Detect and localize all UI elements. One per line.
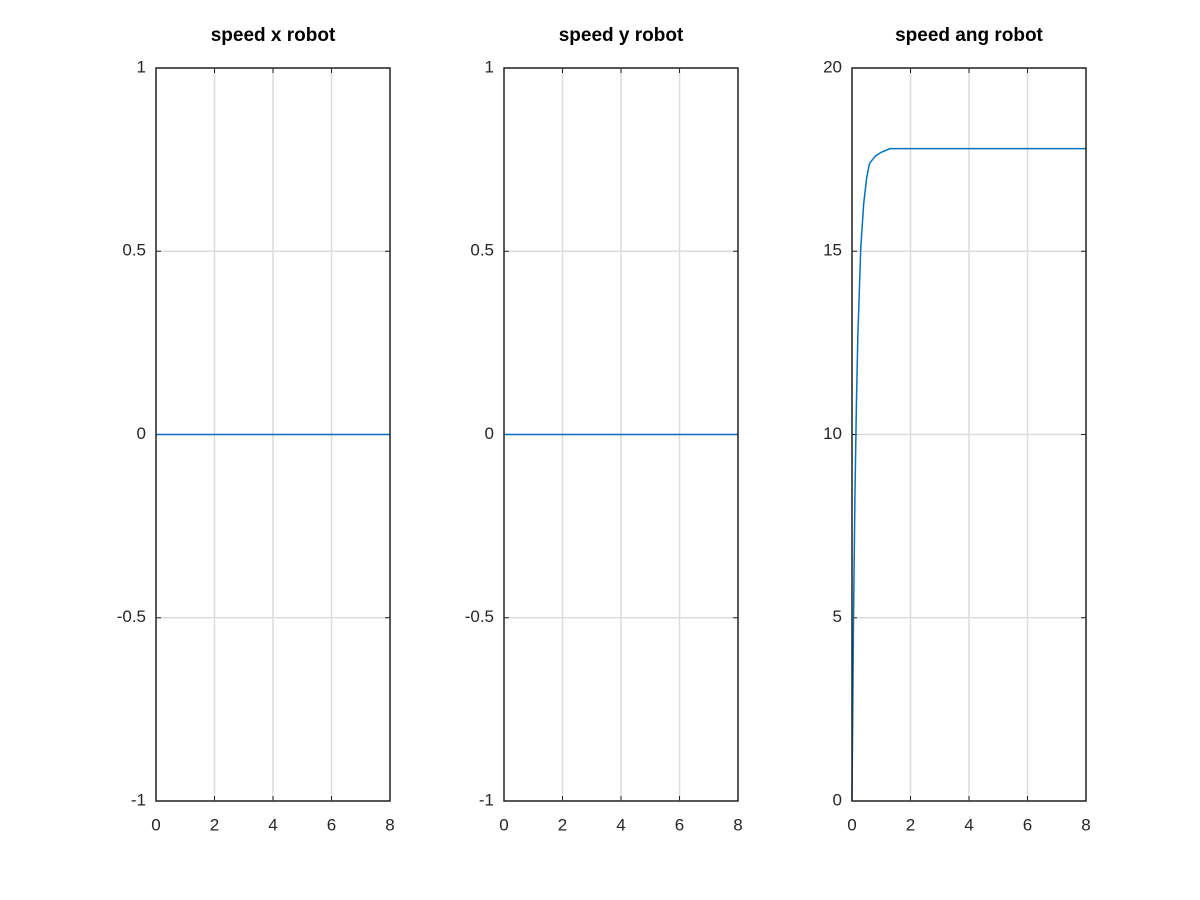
y-tick-label: 15 xyxy=(823,241,842,260)
x-tick-label: 6 xyxy=(1023,815,1032,834)
y-tick-label: 0.5 xyxy=(470,241,494,260)
y-tick-label: -1 xyxy=(131,790,146,809)
x-tick-label: 0 xyxy=(151,815,160,834)
y-tick-label: 10 xyxy=(823,424,842,443)
y-tick-label: 0 xyxy=(485,424,494,443)
x-tick-label: 4 xyxy=(964,815,973,834)
axes-box xyxy=(155,67,391,802)
x-tick-label: 2 xyxy=(558,815,567,834)
y-tick-label: 0 xyxy=(137,424,146,443)
y-tick-label: 1 xyxy=(137,57,146,76)
x-tick-label: 8 xyxy=(1081,815,1090,834)
y-tick-label: 1 xyxy=(485,57,494,76)
x-tick-label: 6 xyxy=(327,815,336,834)
y-tick-label: 0.5 xyxy=(122,241,146,260)
y-tick-label: 5 xyxy=(833,607,842,626)
y-tick-label: -1 xyxy=(479,790,494,809)
chart-title: speed ang robot xyxy=(895,25,1043,46)
y-tick-label: -0.5 xyxy=(465,607,494,626)
x-tick-label: 8 xyxy=(385,815,394,834)
y-tick-label: -0.5 xyxy=(117,607,146,626)
chart-title: speed x robot xyxy=(211,25,336,46)
x-tick-label: 2 xyxy=(210,815,219,834)
x-tick-label: 6 xyxy=(675,815,684,834)
x-tick-label: 2 xyxy=(906,815,915,834)
x-tick-label: 4 xyxy=(616,815,625,834)
x-tick-label: 4 xyxy=(268,815,277,834)
axes-box xyxy=(851,67,1087,802)
x-tick-label: 0 xyxy=(847,815,856,834)
x-tick-label: 8 xyxy=(733,815,742,834)
y-tick-label: 20 xyxy=(823,57,842,76)
data-line xyxy=(851,147,1086,802)
chart-title: speed y robot xyxy=(559,25,684,46)
axes-box xyxy=(503,67,739,802)
x-tick-label: 0 xyxy=(499,815,508,834)
y-tick-label: 0 xyxy=(833,790,842,809)
